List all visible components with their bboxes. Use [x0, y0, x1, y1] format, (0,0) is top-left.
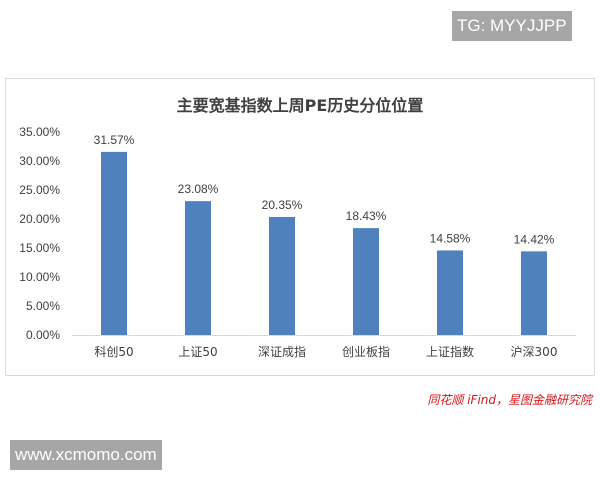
data-label: 14.42%	[514, 232, 555, 246]
x-tick-label: 创业板指	[342, 344, 390, 359]
y-tick-label: 30.00%	[19, 154, 60, 168]
bar	[101, 151, 127, 335]
chart-title: 主要宽基指数上周PE历史分位位置	[176, 96, 424, 115]
bar	[353, 228, 379, 335]
y-tick-label: 25.00%	[19, 183, 60, 197]
x-tick-label: 上证指数	[426, 344, 474, 359]
x-tick-label: 沪深300	[511, 345, 558, 359]
data-label: 14.58%	[430, 231, 471, 245]
watermark-top: TG: MYYJJPP	[452, 11, 572, 41]
bar	[437, 250, 463, 335]
data-label: 31.57%	[94, 133, 135, 147]
x-tick-label: 科创50	[94, 345, 133, 359]
bar	[521, 251, 547, 335]
y-tick-label: 5.00%	[26, 299, 60, 313]
data-label: 23.08%	[178, 182, 219, 196]
data-label: 18.43%	[346, 209, 387, 223]
y-tick-label: 0.00%	[26, 328, 60, 342]
watermark-bottom: www.xcmomo.com	[10, 440, 162, 470]
x-tick-label: 上证50	[178, 345, 217, 359]
x-tick-label: 深证成指	[258, 344, 306, 359]
chart-frame	[5, 78, 595, 376]
y-tick-label: 15.00%	[19, 241, 60, 255]
bar	[185, 201, 211, 335]
data-label: 20.35%	[262, 198, 303, 212]
y-tick-label: 35.00%	[19, 125, 60, 139]
y-tick-label: 10.00%	[19, 270, 60, 284]
y-tick-label: 20.00%	[19, 212, 60, 226]
bar	[269, 216, 295, 335]
source-note: 同花顺 iFind，星图金融研究院	[427, 393, 592, 407]
